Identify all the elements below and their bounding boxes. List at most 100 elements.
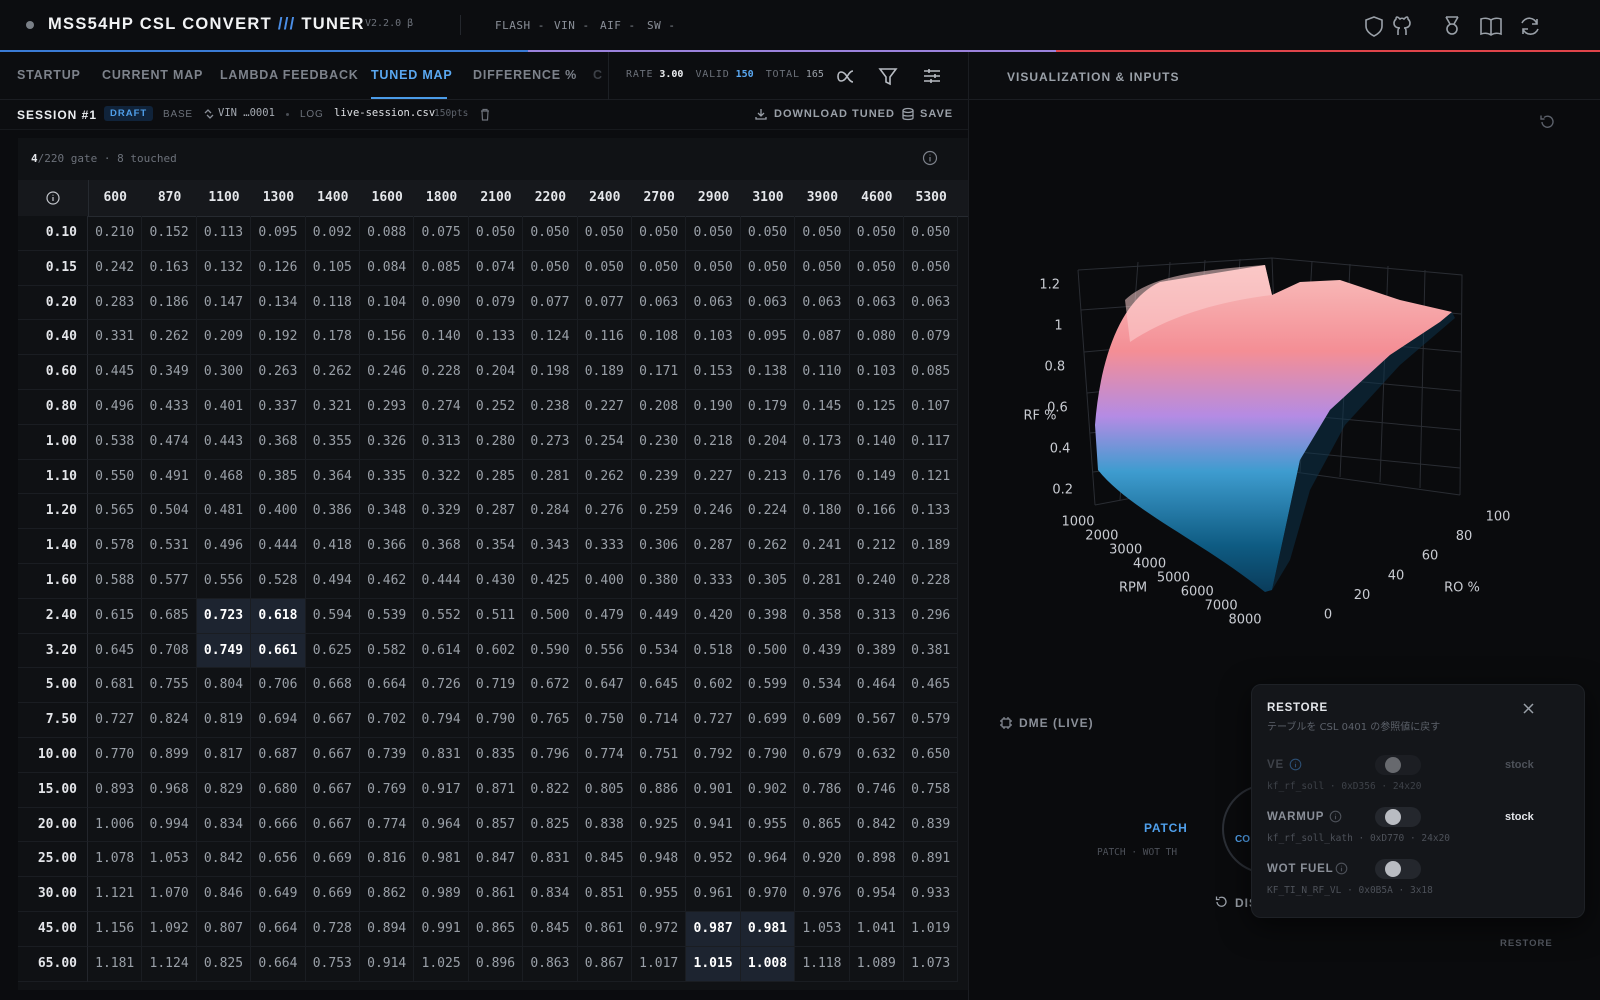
close-icon[interactable] [1522, 702, 1535, 715]
table-cell[interactable]: 0.817 [196, 738, 252, 773]
table-cell[interactable]: 0.147 [196, 285, 252, 321]
table-cell[interactable]: 0.708 [142, 633, 197, 669]
table-cell[interactable]: 0.672 [523, 668, 578, 704]
table-cell[interactable]: 0.242 [88, 250, 143, 286]
table-cell[interactable]: 0.504 [142, 494, 197, 530]
table-cell[interactable]: 0.444 [414, 564, 469, 599]
table-cell[interactable]: 0.178 [305, 320, 360, 356]
table-cell[interactable]: 0.786 [795, 772, 850, 808]
table-cell[interactable]: 0.842 [196, 842, 252, 878]
info-icon[interactable] [1329, 810, 1342, 823]
table-cell[interactable]: 0.567 [849, 703, 904, 738]
table-cell[interactable]: 0.085 [414, 250, 469, 286]
table-cell[interactable]: 0.133 [904, 494, 959, 530]
table-cell[interactable]: 0.539 [360, 598, 415, 634]
patch-button[interactable]: PATCH [1144, 821, 1188, 835]
refresh-icon[interactable] [1521, 17, 1539, 35]
table-cell[interactable]: 1.156 [88, 912, 143, 947]
table-cell[interactable]: 1.053 [795, 912, 850, 947]
table-cell[interactable]: 0.210 [88, 216, 143, 251]
info-icon[interactable] [46, 191, 60, 205]
table-cell[interactable]: 0.163 [142, 250, 197, 286]
table-cell[interactable]: 0.679 [795, 738, 850, 773]
table-cell[interactable]: 0.680 [251, 772, 306, 808]
table-cell[interactable]: 0.386 [305, 494, 360, 530]
table-cell[interactable]: 0.851 [577, 877, 632, 912]
table-cell[interactable]: 0.283 [88, 285, 143, 321]
table-cell[interactable]: 0.084 [360, 250, 415, 286]
table-cell[interactable]: 0.902 [740, 772, 796, 808]
table-cell[interactable]: 0.774 [577, 738, 632, 773]
table-cell[interactable]: 0.134 [251, 285, 306, 321]
table-cell[interactable]: 0.599 [740, 668, 796, 704]
table-cell[interactable]: 0.792 [686, 738, 741, 773]
table-cell[interactable]: 0.552 [414, 598, 469, 634]
table-cell[interactable]: 0.556 [577, 633, 632, 669]
table-cell[interactable]: 1.041 [849, 912, 904, 947]
table-cell[interactable]: 0.987 [686, 912, 741, 947]
table-cell[interactable]: 1.019 [904, 912, 959, 947]
shield-icon[interactable] [1365, 16, 1383, 37]
table-cell[interactable]: 0.632 [849, 738, 904, 773]
table-cell[interactable]: 0.500 [523, 598, 578, 634]
table-cell[interactable]: 0.898 [849, 842, 904, 878]
table-cell[interactable]: 0.171 [632, 355, 687, 390]
table-cell[interactable]: 0.981 [740, 912, 796, 947]
table-cell[interactable]: 0.050 [740, 216, 796, 251]
table-cell[interactable]: 0.263 [251, 355, 306, 390]
table-cell[interactable]: 0.822 [523, 772, 578, 808]
table-cell[interactable]: 0.050 [795, 250, 850, 286]
table-cell[interactable]: 0.313 [849, 598, 904, 634]
table-cell[interactable]: 0.166 [849, 494, 904, 530]
table-cell[interactable]: 0.273 [523, 424, 578, 460]
settings-icon[interactable] [924, 69, 940, 83]
table-cell[interactable]: 0.645 [632, 668, 687, 704]
table-cell[interactable]: 0.285 [468, 459, 524, 495]
table-cell[interactable]: 0.481 [196, 494, 252, 530]
table-cell[interactable]: 0.494 [305, 564, 360, 599]
table-cell[interactable]: 0.790 [468, 703, 524, 738]
table-cell[interactable]: 0.140 [414, 320, 469, 356]
table-cell[interactable]: 0.063 [904, 285, 959, 321]
table-cell[interactable]: 0.719 [468, 668, 524, 704]
table-cell[interactable]: 0.816 [360, 842, 415, 878]
table-cell[interactable]: 0.968 [142, 772, 197, 808]
table-cell[interactable]: 0.714 [632, 703, 687, 738]
table-cell[interactable]: 0.464 [849, 668, 904, 704]
table-cell[interactable]: 0.063 [686, 285, 741, 321]
table-cell[interactable]: 0.865 [468, 912, 524, 947]
table-cell[interactable]: 0.246 [686, 494, 741, 530]
table-cell[interactable]: 0.955 [740, 807, 796, 843]
table-cell[interactable]: 0.259 [632, 494, 687, 530]
table-cell[interactable]: 0.117 [904, 424, 959, 460]
info-icon[interactable] [1335, 862, 1348, 875]
table-cell[interactable]: 0.063 [849, 285, 904, 321]
table-cell[interactable]: 0.445 [88, 355, 143, 390]
table-cell[interactable]: 0.126 [251, 250, 306, 286]
table-cell[interactable]: 0.645 [88, 633, 143, 669]
table-cell[interactable]: 0.496 [196, 529, 252, 564]
table-cell[interactable]: 0.847 [468, 842, 524, 878]
table-cell[interactable]: 0.667 [305, 772, 360, 808]
table-cell[interactable]: 0.474 [142, 424, 197, 460]
table-cell[interactable]: 0.322 [414, 459, 469, 495]
table-cell[interactable]: 0.790 [740, 738, 796, 773]
table-cell[interactable]: 0.846 [196, 877, 252, 912]
table-cell[interactable]: 1.124 [142, 946, 197, 982]
table-cell[interactable]: 0.077 [523, 285, 578, 321]
table-cell[interactable]: 0.614 [414, 633, 469, 669]
table-cell[interactable]: 0.839 [904, 807, 959, 843]
table-cell[interactable]: 0.179 [740, 390, 796, 425]
table-cell[interactable]: 0.727 [88, 703, 143, 738]
table-cell[interactable]: 0.305 [740, 564, 796, 599]
table-cell[interactable]: 0.667 [305, 703, 360, 738]
table-cell[interactable]: 1.121 [88, 877, 143, 912]
tab[interactable]: CURRENT MAP [102, 68, 204, 82]
table-cell[interactable]: 0.050 [849, 216, 904, 251]
table-cell[interactable]: 0.343 [523, 529, 578, 564]
table-cell[interactable]: 0.550 [88, 459, 143, 495]
table-cell[interactable]: 0.834 [196, 807, 252, 843]
table-cell[interactable]: 0.349 [142, 355, 197, 390]
table-cell[interactable]: 0.807 [196, 912, 252, 947]
table-cell[interactable]: 0.208 [632, 390, 687, 425]
